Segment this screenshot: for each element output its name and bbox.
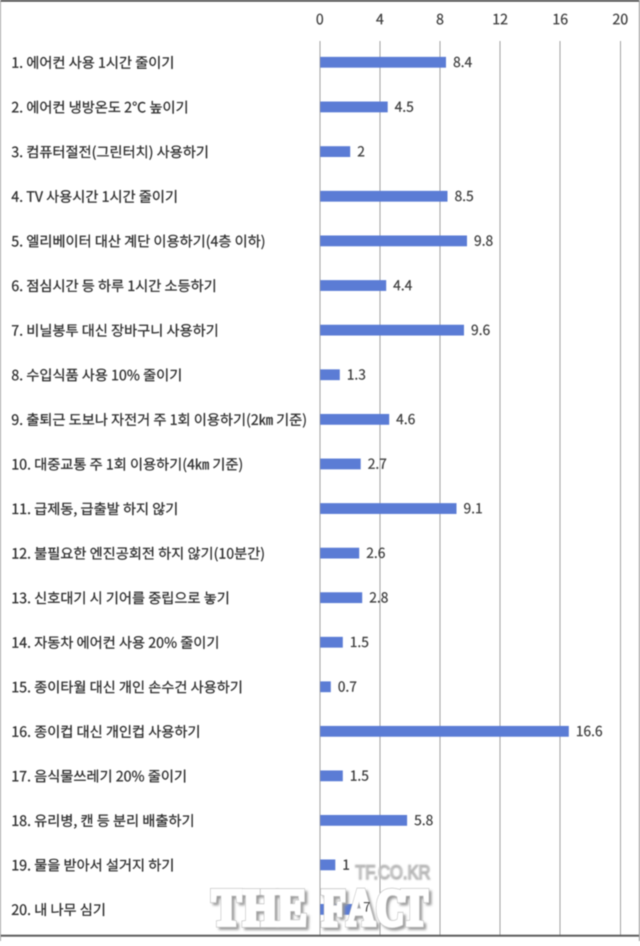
svg-text:TF.CO.KR: TF.CO.KR [355,862,430,883]
svg-text:THE: THE [212,880,307,937]
svg-text:FACT: FACT [322,879,428,937]
svg-text:THE: THE [212,880,307,937]
svg-text:THE: THE [212,880,307,937]
svg-text:FACT: FACT [322,879,428,937]
svg-text:FACT: FACT [322,879,428,937]
